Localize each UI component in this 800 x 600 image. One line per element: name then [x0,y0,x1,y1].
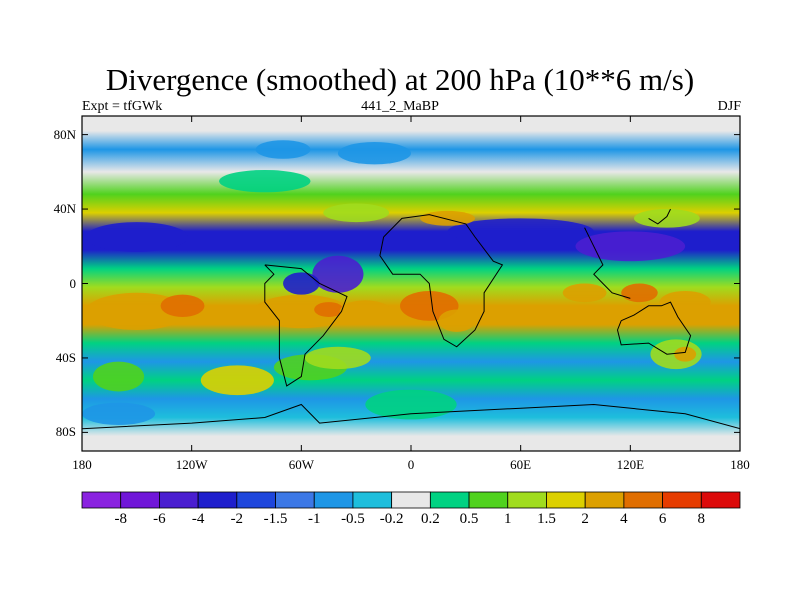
field-feature [255,140,311,159]
x-tick-label: 180 [730,457,750,472]
run-label: 441_2_MaBP [361,99,439,114]
colorbar-label: -1.5 [263,511,288,527]
coastline [648,208,671,225]
field-feature [312,255,364,293]
colorbar-swatch [623,491,663,509]
colorbar-swatch [546,491,586,509]
y-tick-label: 0 [69,275,77,291]
colorbar-label: -2 [230,511,244,527]
colorbar-swatch [197,491,238,509]
field-feature [621,283,658,303]
colorbar-swatch [236,491,276,509]
colorbar-label: -0.5 [341,511,365,527]
colorbar-label: 2 [581,511,589,527]
colorbar-label: -0.2 [379,511,404,527]
coastline [584,227,631,299]
colorbar-swatch [275,491,315,509]
colorbar-swatch [429,491,470,509]
x-tick-label: 0 [407,457,415,472]
colorbar-label: 8 [697,511,706,527]
field-feature [283,272,320,295]
x-tick-label: 120W [175,457,208,472]
x-tick-label: 120E [616,457,645,472]
field-feature [337,142,412,165]
field-feature [304,346,371,370]
y-tick-label: 40S [55,349,76,365]
coastline [264,264,348,387]
field-feature [438,309,475,332]
colorbar-swatch [81,491,122,509]
colorbar-label: 0.2 [420,511,440,527]
field-feature [160,294,205,318]
colorbar-swatch [391,491,431,509]
chart-title: Divergence (smoothed) at 200 hPa (10**6 … [105,62,695,97]
colorbar-swatch [313,491,354,509]
colorbar-label: -4 [191,511,205,527]
colorbar-label: -8 [114,511,127,527]
y-tick-label: 80S [55,424,76,440]
coastline [616,301,692,355]
colorbar-label: 0.5 [459,511,479,527]
colorbar-swatch [584,491,625,509]
colorbar-label: 1.5 [537,511,556,527]
field-feature [82,402,156,425]
colorbar-swatch [662,491,702,509]
field-feature [633,209,700,228]
field-feature [92,361,145,392]
field-feature [562,283,607,303]
colorbar-swatch [507,491,547,509]
season-label: DJF [717,99,741,114]
x-tick-label: 60E [510,457,532,472]
colorbar-label: -6 [153,511,166,527]
field-feature [420,210,475,226]
y-tick-label: 80N [53,126,76,142]
colorbar-label: -1 [307,511,321,527]
field-feature [447,218,594,245]
colorbar-swatch [352,491,393,509]
experiment-label: Expt = tfGWk [82,99,163,114]
field-feature [674,346,697,362]
coastline [379,214,504,348]
field-feature [219,169,311,193]
x-tick-label: 60W [288,457,314,472]
colorbar-label: 4 [620,511,628,527]
colorbar-swatch [159,491,199,509]
y-tick-label: 40N [53,201,76,217]
field-feature [339,300,391,323]
coastline [82,403,740,430]
colorbar-label: 1 [504,511,512,527]
field-feature [575,231,686,262]
field-feature [365,389,457,420]
field-feature [323,203,390,223]
colorbar-label: 6 [658,511,667,527]
colorbar-swatch [468,491,509,509]
colorbar-swatch [120,491,160,509]
field-feature [314,302,344,317]
field-feature [85,222,189,252]
field-feature [659,290,711,314]
x-tick-label: 180 [72,457,92,472]
colorbar-swatch [700,491,741,509]
field-feature [200,365,274,396]
